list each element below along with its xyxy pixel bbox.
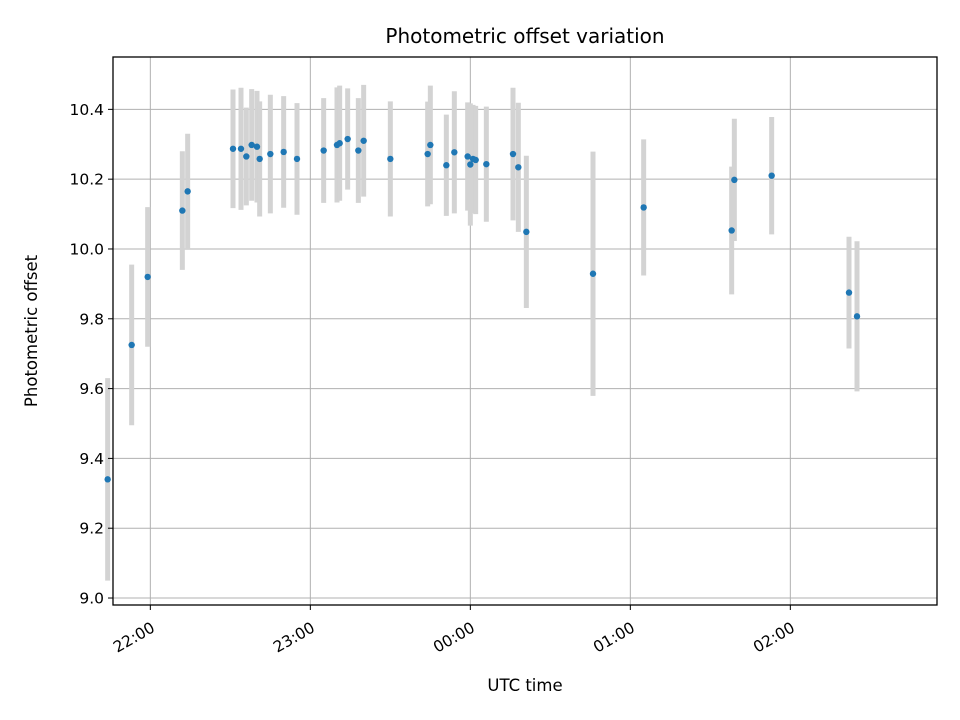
data-point — [280, 148, 287, 156]
y-tick-label: 9.6 — [79, 380, 104, 398]
data-point — [523, 228, 530, 236]
data-point — [731, 176, 738, 184]
data-point — [387, 155, 394, 163]
plot-frame — [112, 56, 938, 606]
data-point — [853, 313, 861, 320]
data-point — [184, 188, 191, 195]
y-axis: 9.0 9.2 9.4 9.6 9.8 10.0 10.2 10.4 — [69, 101, 113, 608]
data-point — [640, 204, 647, 211]
data-points — [104, 135, 861, 483]
data-point — [128, 341, 135, 349]
y-axis-title: Photometric offset — [22, 254, 41, 407]
data-point — [768, 172, 775, 179]
y-tick-label: 9.0 — [79, 590, 104, 608]
data-point — [179, 207, 186, 214]
data-point — [243, 153, 250, 160]
data-point — [256, 155, 263, 163]
data-point — [443, 162, 450, 169]
data-point — [515, 164, 522, 171]
data-point — [248, 141, 255, 149]
data-point — [728, 227, 735, 234]
data-point — [589, 270, 597, 277]
data-point — [336, 140, 343, 147]
data-point — [424, 150, 431, 158]
data-point — [467, 161, 474, 168]
data-point — [427, 141, 434, 149]
data-point — [293, 155, 301, 163]
data-point — [509, 150, 517, 158]
y-tick-label: 10.2 — [69, 171, 104, 189]
data-point — [344, 135, 351, 143]
data-point — [472, 156, 479, 164]
y-tick-label: 9.8 — [79, 310, 104, 328]
data-point — [144, 273, 151, 281]
data-point — [253, 143, 261, 150]
y-tick-label: 10.4 — [69, 101, 104, 119]
data-point — [267, 150, 274, 158]
data-point — [355, 147, 362, 154]
x-axis-title: UTC time — [487, 676, 562, 695]
data-point — [360, 137, 367, 144]
y-tick-label: 10.0 — [69, 240, 104, 258]
y-tick-label: 9.4 — [79, 450, 104, 468]
data-point — [464, 153, 471, 160]
data-point — [237, 145, 245, 152]
chart-title: Photometric offset variation — [385, 24, 664, 48]
data-point — [483, 160, 490, 168]
data-point — [845, 289, 853, 296]
data-point — [451, 149, 458, 156]
data-point — [229, 145, 237, 152]
data-point — [104, 476, 111, 483]
data-point — [320, 147, 327, 154]
y-tick-label: 9.2 — [79, 520, 104, 538]
